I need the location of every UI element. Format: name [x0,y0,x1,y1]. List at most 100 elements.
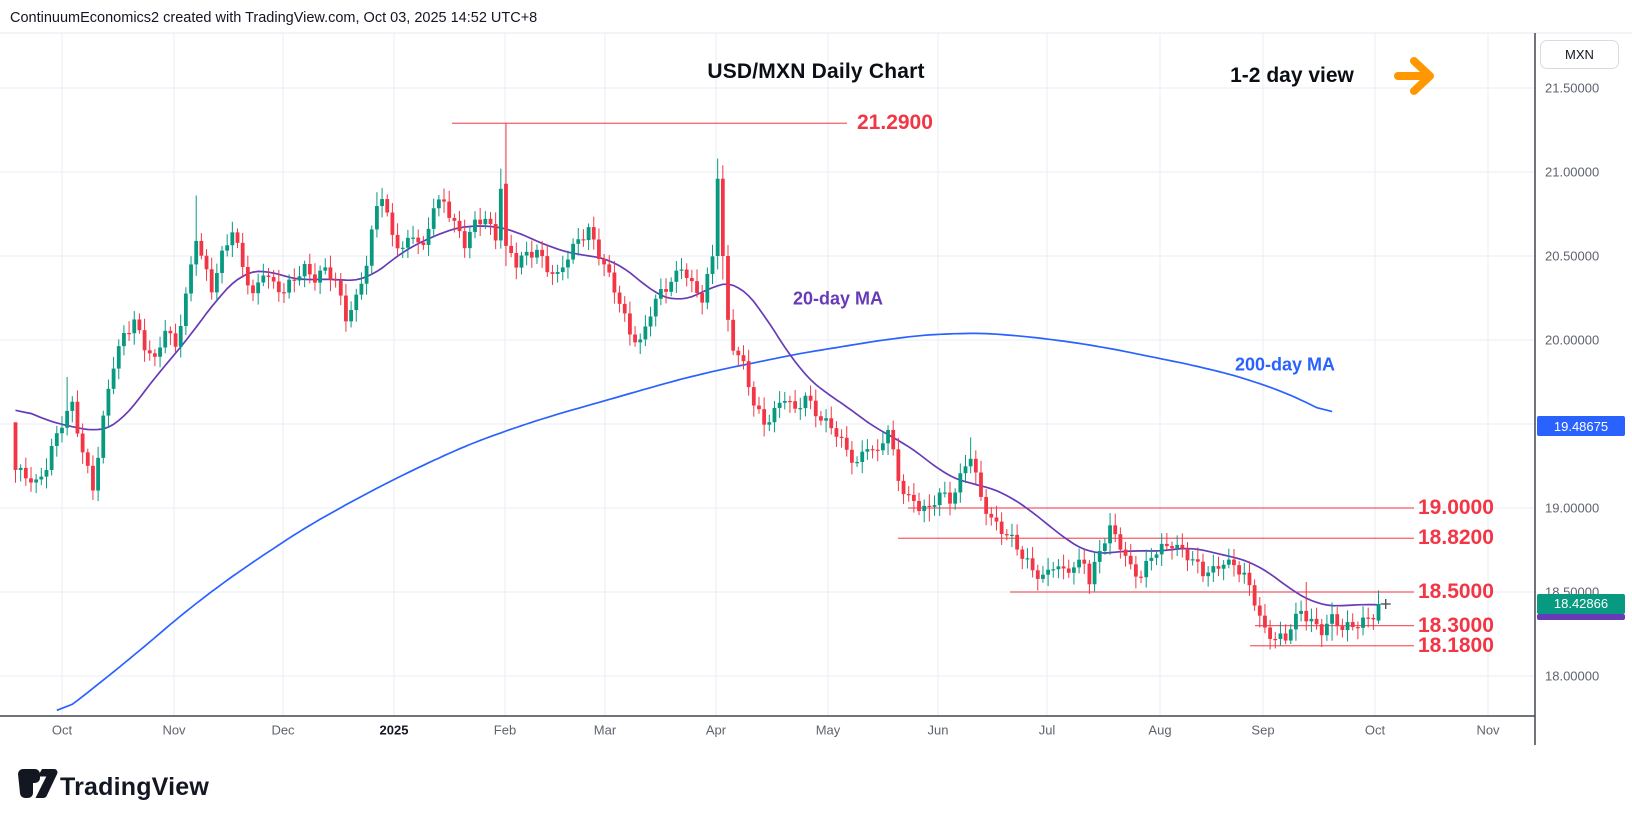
candle-body [1366,617,1371,619]
candle-body [354,294,359,310]
candle-body [1185,548,1190,561]
candle-body [153,353,157,357]
candle-body [700,292,705,303]
candle-body [746,361,751,388]
candle-body [18,467,23,470]
level-label-18.1800: 18.1800 [1418,633,1494,657]
candle-body [34,479,39,483]
candle-body [1314,618,1319,625]
candle-body [1087,563,1092,585]
candle-body [684,269,689,278]
candle-body [1113,525,1118,535]
candle-body [627,313,632,335]
ma200-line[interactable] [56,332,1333,712]
x-axis-month-label[interactable]: Apr [705,722,727,738]
candle-body [1144,560,1149,578]
candle-body [1195,559,1200,562]
candle-body [478,219,483,225]
candle-body [173,333,178,347]
candle-body [411,237,415,239]
candle-body [607,264,612,273]
candle-body [715,178,720,256]
candle-body [302,263,307,277]
candle-body [1175,544,1180,549]
ma200-price-badge: 19.48675 [1537,416,1625,437]
tradingview-logo-icon[interactable] [16,768,58,800]
candle-body [772,407,777,423]
candle-body [49,445,54,470]
x-axis-month-label[interactable]: Aug [1148,722,1172,738]
candle-body [798,408,803,410]
candle-body [860,451,865,463]
candle-body [380,199,384,207]
candle-body [416,237,421,243]
candle-body [1025,558,1030,560]
x-axis-month-label[interactable]: May [815,722,841,738]
candle-body [509,245,514,254]
x-axis-month-label[interactable]: 2025 [379,722,409,738]
candle-body [390,212,395,235]
x-axis-month-label[interactable]: Oct [1364,722,1386,738]
candle-body [395,234,400,249]
tradingview-logo-text[interactable]: TradingView [60,773,210,801]
candle-body [1190,559,1195,561]
candle-body [979,472,983,497]
x-axis-month-label[interactable]: Jun [927,722,949,738]
candle-body [777,402,782,408]
candle-body [1257,605,1262,616]
candle-body [473,219,477,232]
candle-body [75,401,80,434]
candle-body [1304,610,1309,622]
x-axis-month-label[interactable]: Dec [271,722,295,738]
candle-body [911,494,916,501]
candle-body [168,330,173,334]
candle-body [1051,569,1056,571]
candle-body [555,272,560,274]
candle-body [13,422,18,470]
candle-body [1294,613,1298,630]
candle-body [855,462,859,464]
candle-body [1273,638,1278,641]
candle-body [1325,623,1329,636]
candle-body [989,513,994,518]
x-axis-month-label[interactable]: Nov [1476,722,1500,738]
candle-body [586,227,591,241]
candle-body [504,183,508,246]
candle-body [757,405,761,410]
candle-body [1128,555,1133,565]
x-axis-month-label[interactable]: Nov [162,722,186,738]
candle-body [1097,550,1102,562]
candle-body [447,201,452,218]
currency-axis-button[interactable]: MXN [1540,40,1619,69]
level-label-21.2900: 21.2900 [857,111,933,135]
candle-body [612,272,617,293]
candle-body [1361,617,1365,628]
x-axis-month-label[interactable]: Jul [1038,722,1056,738]
candle-body [251,285,255,294]
candle-body [266,275,271,278]
candle-body [597,239,601,259]
x-axis-month-label[interactable]: Mar [593,722,617,738]
candle-body [29,478,33,483]
candle-body [375,206,379,230]
attribution-text: ContinuumEconomics2 created with Trading… [10,10,538,26]
candle-body [1340,626,1345,630]
candle-body [1201,561,1205,577]
candle-body [566,259,570,268]
candle-body [60,427,64,434]
level-label-18.3000: 18.3000 [1418,613,1494,637]
candle-body [240,242,245,267]
candle-body [96,457,101,491]
candle-body [1133,564,1138,577]
candle-body [1350,622,1355,628]
candle-body [514,253,519,268]
candle-body [91,465,95,491]
x-axis-month-label[interactable]: Sep [1251,722,1275,738]
candle-body [189,264,193,294]
x-axis-month-label[interactable]: Oct [51,722,73,738]
x-axis-month-label[interactable]: Feb [493,722,517,738]
candle-body [158,347,162,357]
candle-body [1376,603,1381,621]
candle-body [1035,570,1040,579]
